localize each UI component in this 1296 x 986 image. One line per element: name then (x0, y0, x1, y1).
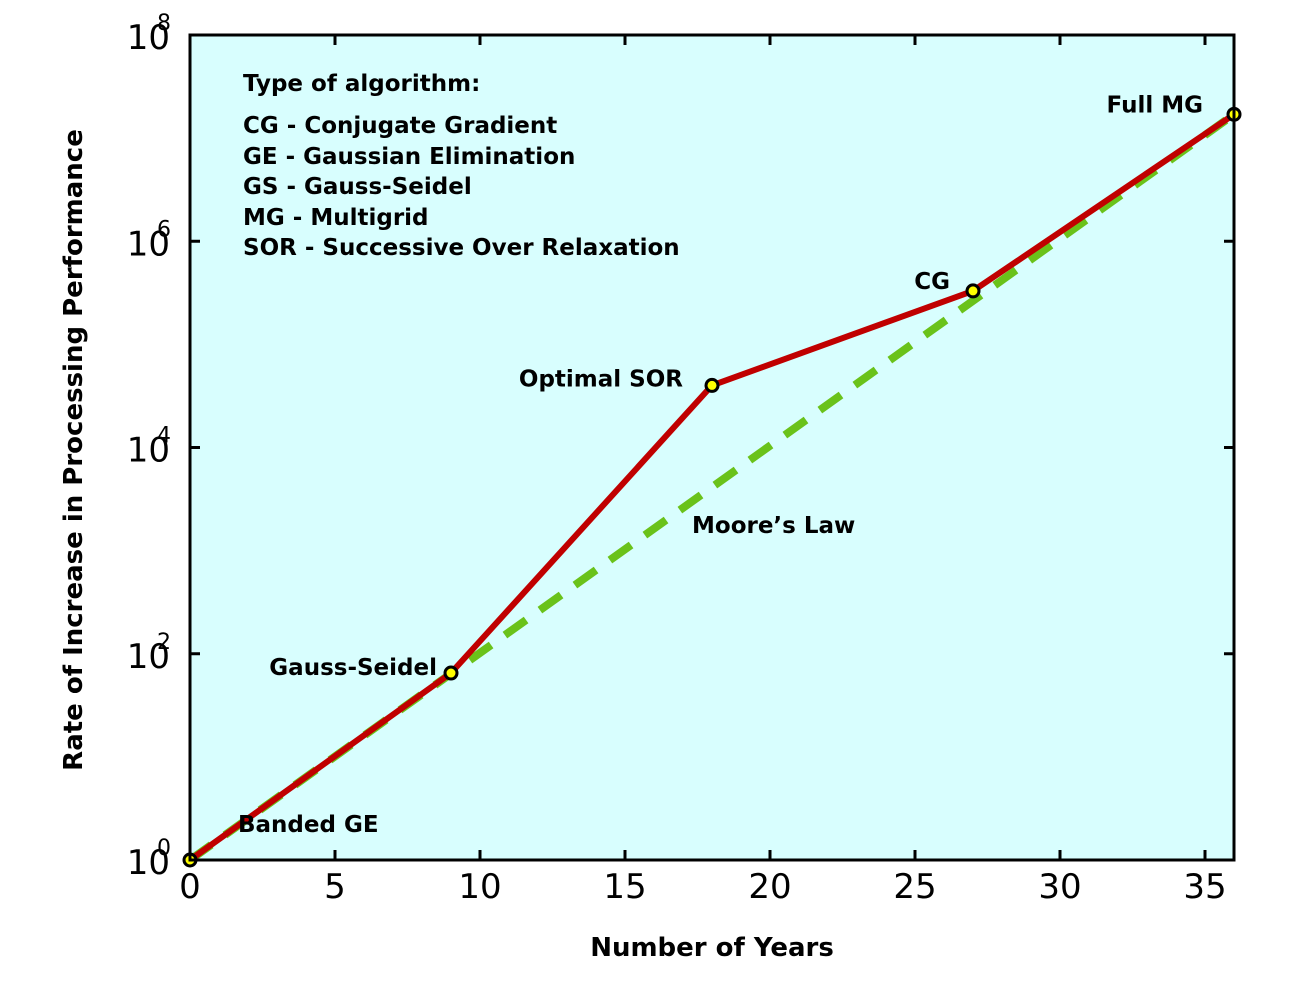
y-tick-exponent: 2 (157, 630, 171, 655)
x-tick-label: 0 (179, 867, 201, 907)
x-tick-label: 30 (1038, 867, 1081, 907)
x-tick-label: 15 (603, 867, 646, 907)
legend-entry: CG - Conjugate Gradient (243, 113, 557, 139)
y-tick-label: 10 (127, 224, 170, 264)
y-tick-label: 10 (127, 431, 170, 471)
data-point (443, 665, 459, 681)
point-label: Full MG (1107, 92, 1203, 118)
x-tick-label: 35 (1183, 867, 1226, 907)
y-tick-label: 10 (127, 843, 170, 883)
y-tick-label: 10 (127, 637, 170, 677)
data-point (965, 283, 981, 299)
legend-entry: SOR - Successive Over Relaxation (243, 235, 680, 261)
x-tick-label: 25 (893, 867, 936, 907)
legend-heading: Type of algorithm: (243, 71, 480, 97)
legend-entry: GE - Gaussian Elimination (243, 144, 575, 170)
x-axis: 0 5 10 15 20 25 30 35 (179, 35, 1227, 907)
data-point (704, 377, 720, 393)
moores-law-label: Moore’s Law (692, 513, 855, 539)
y-tick-exponent: 8 (157, 11, 171, 36)
y-axis-title: Rate of Increase in Processing Performan… (59, 129, 89, 771)
legend-entry: MG - Multigrid (243, 205, 429, 231)
plot-area (190, 35, 1234, 860)
legend: Type of algorithm: CG - Conjugate Gradie… (243, 71, 680, 261)
point-label: CG (914, 269, 950, 295)
y-tick-exponent: 4 (157, 424, 171, 449)
legend-entry: GS - Gauss-Seidel (243, 174, 472, 200)
point-label: Banded GE (238, 812, 379, 838)
point-label: Gauss-Seidel (269, 655, 437, 681)
x-tick-label: 10 (458, 867, 501, 907)
x-tick-label: 5 (324, 867, 346, 907)
y-tick-label: 10 (127, 18, 170, 58)
point-labels: Banded GE Gauss-Seidel Optimal SOR CG Full M… (238, 92, 1203, 838)
y-tick-exponent: 0 (157, 836, 171, 861)
x-tick-label: 20 (748, 867, 791, 907)
x-axis-title: Number of Years (590, 933, 834, 963)
point-label: Optimal SOR (519, 366, 683, 392)
y-tick-exponent: 6 (157, 217, 171, 242)
plot-frame (188, 33, 1236, 862)
